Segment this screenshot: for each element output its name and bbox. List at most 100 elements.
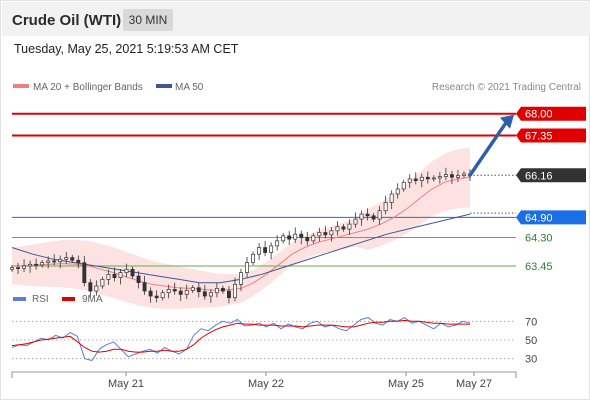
rsi-ma-legend-swatch	[62, 297, 75, 301]
candle-body	[64, 257, 69, 260]
rsi-legend-label: RSI	[32, 294, 49, 305]
x-tick-label: May 25	[388, 378, 424, 390]
candle-body	[371, 215, 376, 220]
candle-body	[317, 232, 322, 237]
level-label-68.00: 68.00	[525, 109, 553, 121]
rsi-tick-30: 30	[525, 354, 537, 366]
candle-body	[389, 193, 394, 203]
candle-body	[28, 263, 33, 267]
candle-body	[10, 267, 14, 270]
candle-body	[148, 290, 153, 297]
candle-body	[118, 272, 123, 279]
candle-body	[178, 290, 183, 295]
candle-body	[136, 275, 141, 284]
candle-body	[130, 268, 135, 277]
candle-body	[220, 288, 225, 292]
candle-body	[245, 262, 249, 273]
candle-body	[305, 237, 310, 242]
candle-body	[184, 290, 189, 295]
x-tick-label: May 21	[108, 378, 144, 390]
candle-body	[335, 226, 340, 232]
projection-arrow	[468, 120, 508, 178]
level-label-64.30: 64.30	[525, 233, 553, 245]
ma50-legend-label: MA 50	[175, 82, 204, 93]
level-label-66.16: 66.16	[525, 170, 553, 182]
rsi-9ma-line	[11, 319, 470, 353]
timestamp: Tuesday, May 25, 2021 5:19:53 AM CET	[14, 42, 239, 56]
candle-body	[413, 178, 418, 181]
candle-body	[34, 263, 39, 266]
candle-body	[160, 292, 165, 299]
candle-body	[281, 235, 286, 242]
candle-body	[377, 210, 382, 220]
candle-body	[455, 175, 460, 178]
candle-body	[154, 295, 159, 299]
timeframe-badge[interactable]: 30 MIN	[123, 9, 173, 31]
instrument-title: Crude Oil (WTI)	[12, 12, 122, 29]
candle-body	[407, 178, 412, 183]
candle-body	[202, 291, 207, 297]
candle-body	[22, 265, 27, 269]
candle-body	[142, 282, 147, 292]
rsi-line	[11, 317, 471, 362]
candle-body	[425, 176, 430, 180]
candle-body	[443, 174, 448, 177]
candle-body	[462, 173, 466, 176]
candle-body	[239, 272, 243, 285]
ma50-legend-swatch	[156, 84, 172, 88]
candle-body	[275, 240, 280, 247]
candle-body	[341, 226, 346, 230]
level-label-63.45: 63.45	[525, 261, 553, 273]
candle-body	[329, 230, 334, 236]
candle-body	[94, 285, 99, 292]
candle-body	[190, 287, 195, 291]
candle-body	[293, 233, 298, 240]
candle-body	[365, 213, 370, 217]
candle-body	[76, 259, 81, 263]
candle-body	[353, 218, 358, 225]
level-label-67.35: 67.35	[525, 130, 553, 142]
candle-body	[196, 287, 201, 293]
chart-header: Crude Oil (WTI) 30 MIN	[2, 2, 590, 36]
candle-body	[58, 258, 63, 262]
level-label-64.90: 64.90	[525, 212, 553, 224]
candle-body	[251, 253, 256, 263]
x-axis: May 21 May 22 May 25 May 27	[11, 371, 517, 390]
candle-body	[106, 273, 111, 280]
candle-body	[16, 267, 20, 269]
level-tag-67.35	[516, 128, 586, 143]
candle-body	[214, 288, 219, 294]
candle-body	[401, 181, 406, 190]
candle-body	[82, 262, 87, 284]
candle-body	[437, 176, 442, 179]
candle-body	[233, 283, 237, 299]
ma20-legend-label: MA 20 + Bollinger Bands	[33, 82, 143, 93]
candle-body	[323, 232, 328, 236]
candle-body	[88, 282, 93, 292]
candle-body	[166, 289, 171, 294]
rsi-tick-50: 50	[525, 335, 537, 347]
rsi-legend-swatch	[13, 297, 26, 301]
x-tick-label: May 27	[456, 378, 492, 390]
candle-body	[419, 176, 424, 181]
candle-body	[431, 177, 436, 180]
rsi-tick-70: 70	[525, 316, 537, 328]
candle-body	[269, 245, 274, 253]
candle-body	[359, 213, 364, 220]
candle-body	[124, 268, 129, 273]
candle-body	[208, 292, 213, 297]
candle-body	[449, 174, 454, 178]
candle-body	[395, 188, 400, 195]
candle-body	[70, 257, 75, 261]
ma20-legend-swatch	[13, 84, 29, 88]
level-tag-64.90	[516, 210, 586, 225]
candle-body	[226, 290, 231, 299]
candle-body	[172, 289, 177, 292]
candle-body	[287, 235, 292, 240]
candle-body	[52, 260, 57, 263]
candle-body	[311, 235, 316, 242]
candle-body	[383, 202, 388, 212]
candle-body	[100, 278, 105, 287]
